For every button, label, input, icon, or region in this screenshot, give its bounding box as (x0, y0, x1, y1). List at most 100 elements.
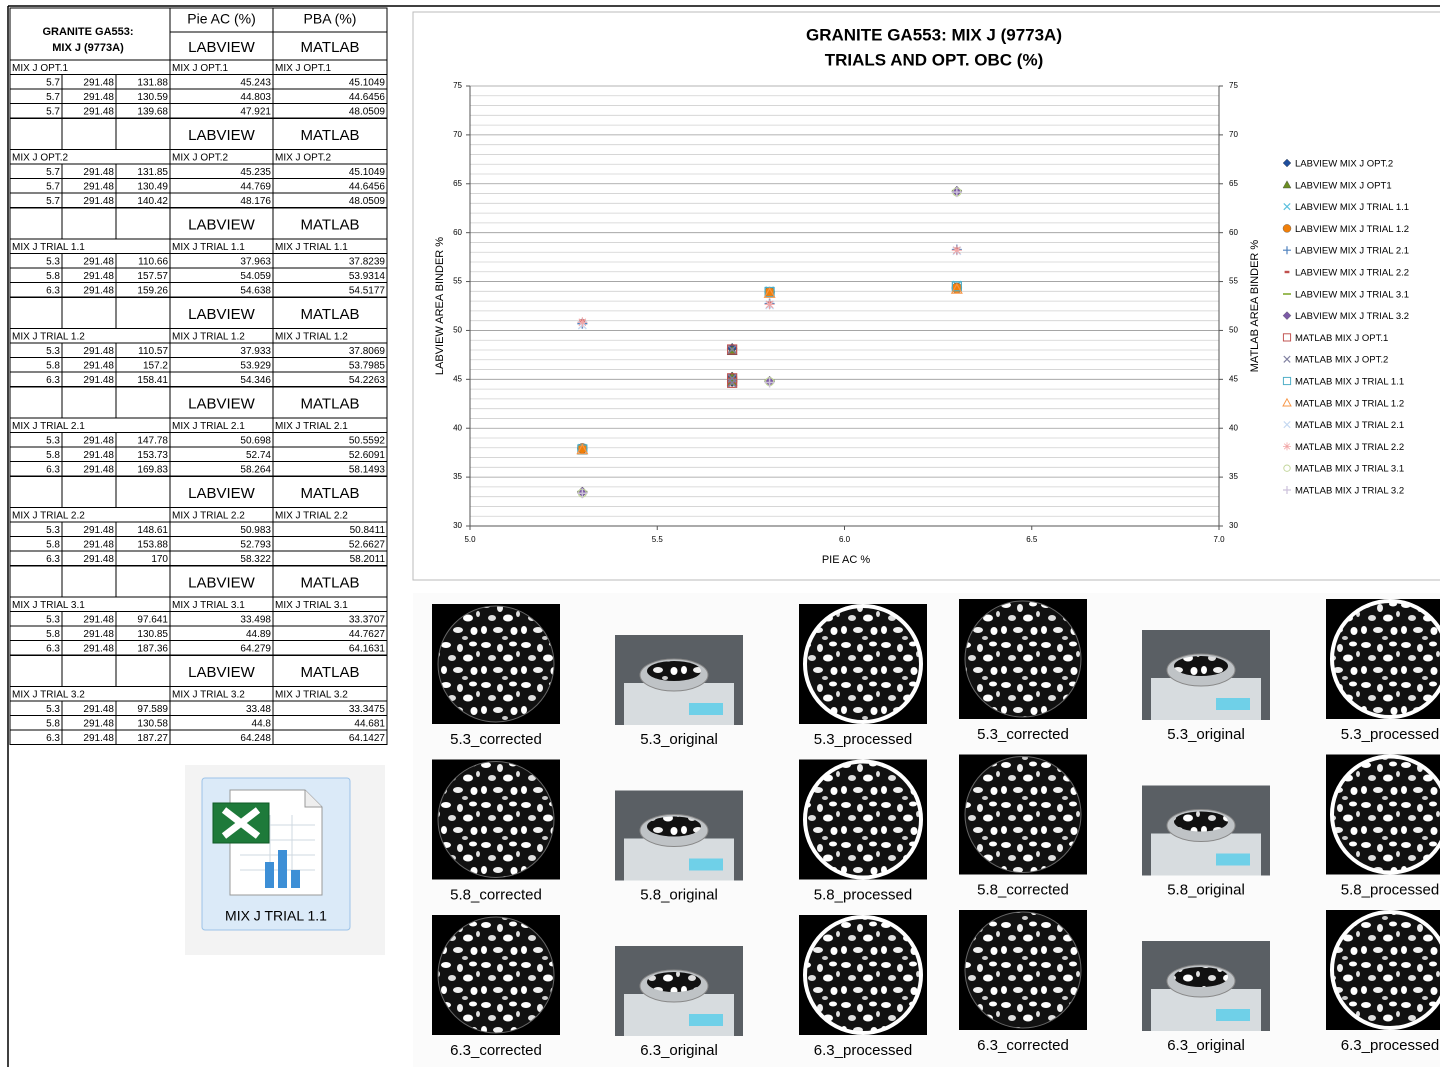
photo-tape (1216, 698, 1250, 710)
cell (61, 386, 117, 419)
cell-value: 291.48 (83, 167, 114, 178)
cell-value: 45.235 (240, 167, 271, 178)
legend-marker (1282, 311, 1292, 320)
thumbnail[interactable]: 6.3_processed (799, 915, 927, 1059)
labview-header: LABVIEW (188, 306, 256, 323)
cell-value: 291.48 (83, 360, 114, 371)
mix-name: MIX J TRIAL 3.1 (275, 600, 348, 611)
x-tick-label: 7.0 (1213, 535, 1225, 544)
grain-disc-edge (1330, 599, 1440, 719)
y-tick-label: 50 (453, 326, 462, 335)
thumbnail[interactable]: 5.8_corrected (959, 754, 1087, 899)
cell-value: 291.48 (83, 271, 114, 282)
thumbnail[interactable]: 5.3_processed (799, 604, 927, 748)
cell-value: 291.48 (83, 733, 114, 744)
cell-value: 139.68 (137, 106, 168, 117)
mix-name: MIX J TRIAL 2.1 (275, 421, 348, 432)
cell (61, 118, 117, 150)
grain-disc (437, 916, 555, 1034)
cell-value: 44.6456 (349, 181, 386, 192)
mix-name: MIX J TRIAL 1.2 (172, 331, 245, 342)
cell-value: 54.638 (240, 285, 271, 296)
legend-label: LABVIEW MIX J OPT.2 (1295, 159, 1393, 170)
cell-value: 5.7 (46, 77, 60, 88)
mix-name: MIX J TRIAL 1.1 (172, 242, 245, 253)
mix-name: MIX J TRIAL 2.1 (12, 421, 85, 432)
y2-tick-label: 35 (1229, 472, 1238, 481)
labview-header: LABVIEW (188, 574, 256, 591)
cell-value: 5.7 (46, 106, 60, 117)
cell-value: 5.3 (46, 346, 60, 357)
mix-name: MIX J TRIAL 3.2 (172, 689, 245, 700)
thumbnail-caption: 5.8_corrected (977, 881, 1069, 898)
cell-value: 140.42 (137, 196, 168, 207)
cell-value: 45.1049 (349, 77, 386, 88)
cell-value: 5.3 (46, 256, 60, 267)
y-tick-label: 30 (453, 521, 462, 530)
legend-label: LABVIEW MIX J TRIAL 1.2 (1295, 224, 1409, 235)
cell-value: 291.48 (83, 92, 114, 103)
thumbnail[interactable]: 5.3_corrected (959, 599, 1087, 743)
x-tick-label: 6.5 (1026, 535, 1038, 544)
thumbnail[interactable]: 5.8_processed (799, 759, 927, 904)
cell-value: 153.88 (137, 539, 168, 550)
sheet-title: GRANITE GA553: (42, 26, 133, 38)
data-point (951, 187, 962, 198)
y2-tick-label: 60 (1229, 228, 1238, 237)
cell-value: 130.85 (137, 629, 168, 640)
grain-disc-edge (803, 604, 923, 724)
cell-value: 44.8 (252, 718, 272, 729)
cell-value: 159.26 (137, 285, 168, 296)
cell-value: 291.48 (83, 704, 114, 715)
cell-value: 45.1049 (349, 167, 386, 178)
thumbnail[interactable]: 5.8_processed (1326, 754, 1440, 899)
mix-name: MIX J TRIAL 1.1 (275, 242, 348, 253)
thumbnail[interactable]: 5.8_corrected (432, 759, 560, 904)
mix-name: MIX J TRIAL 2.2 (172, 510, 245, 521)
cell-value: 54.346 (240, 375, 271, 386)
thumbnail-caption: 6.3_processed (814, 1042, 912, 1059)
doc-bar (265, 862, 274, 888)
cell-value: 52.793 (240, 539, 271, 550)
cell (115, 386, 171, 419)
legend-label: MATLAB MIX J OPT.2 (1295, 355, 1388, 366)
legend-label: LABVIEW MIX J OPT1 (1295, 180, 1392, 191)
matlab-header: MATLAB (301, 664, 360, 681)
thumbnail[interactable]: 6.3_original (1142, 941, 1270, 1054)
excel-file-icon[interactable]: MIX J TRIAL 1.1 (201, 777, 351, 931)
thumbnail[interactable]: 6.3_corrected (432, 915, 560, 1059)
y-tick-label: 75 (453, 81, 462, 90)
legend-marker (1282, 376, 1292, 386)
thumbnail[interactable]: 5.3_original (1142, 630, 1270, 743)
thumbnail[interactable]: 5.3_processed (1326, 599, 1440, 743)
thumbnail[interactable]: 5.3_original (615, 635, 743, 748)
thumbnail[interactable]: 6.3_original (615, 946, 743, 1059)
cell-value: 44.7627 (349, 629, 386, 640)
photo-sample (1174, 811, 1228, 832)
thumbnail[interactable]: 6.3_corrected (959, 910, 1087, 1054)
cell-value: 54.2263 (349, 375, 386, 386)
cell (115, 476, 171, 508)
cell-value: 33.498 (240, 614, 271, 625)
cell-value: 53.9314 (349, 271, 386, 282)
cell-value: 48.0509 (349, 106, 386, 117)
thumbnail[interactable]: 5.3_corrected (432, 604, 560, 748)
cell (9, 655, 63, 687)
thumbnail[interactable]: 5.8_original (615, 790, 743, 904)
cell-value: 5.7 (46, 196, 60, 207)
cell-value: 5.3 (46, 525, 60, 536)
y2-tick-label: 70 (1229, 130, 1238, 139)
thumbnail[interactable]: 5.8_original (1142, 785, 1270, 899)
y-tick-label: 70 (453, 130, 462, 139)
legend-marker (1282, 158, 1292, 168)
cell (61, 565, 117, 598)
cell-value: 291.48 (83, 196, 114, 207)
thumbnail-caption: 6.3_corrected (450, 1042, 542, 1059)
thumbnail-caption: 6.3_processed (1341, 1037, 1439, 1054)
cell (9, 297, 63, 329)
mix-name: MIX J TRIAL 3.2 (275, 689, 348, 700)
thumbnail-caption: 5.3_processed (814, 731, 912, 748)
cell-value: 54.059 (240, 271, 271, 282)
thumbnail[interactable]: 6.3_processed (1326, 910, 1440, 1054)
mix-name: MIX J TRIAL 3.2 (12, 689, 85, 700)
